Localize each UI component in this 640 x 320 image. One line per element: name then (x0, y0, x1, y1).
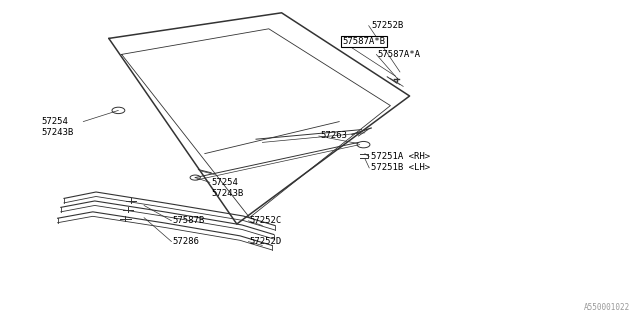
Text: 57587A*B: 57587A*B (342, 37, 385, 46)
Text: 57252C: 57252C (250, 216, 282, 225)
Text: 57286: 57286 (173, 237, 200, 246)
Text: 57263: 57263 (320, 132, 347, 140)
Text: 57243B: 57243B (211, 189, 243, 198)
Text: 57251A <RH>: 57251A <RH> (371, 152, 430, 161)
Text: 57587B: 57587B (173, 216, 205, 225)
Text: 57587A*A: 57587A*A (378, 50, 420, 59)
Text: 57243B: 57243B (42, 128, 74, 137)
Text: 57254: 57254 (211, 178, 238, 187)
Text: A550001022: A550001022 (584, 303, 630, 312)
Text: 57252D: 57252D (250, 237, 282, 246)
Text: 57252B: 57252B (371, 21, 403, 30)
Text: 57254: 57254 (42, 117, 68, 126)
Text: 57251B <LH>: 57251B <LH> (371, 164, 430, 172)
